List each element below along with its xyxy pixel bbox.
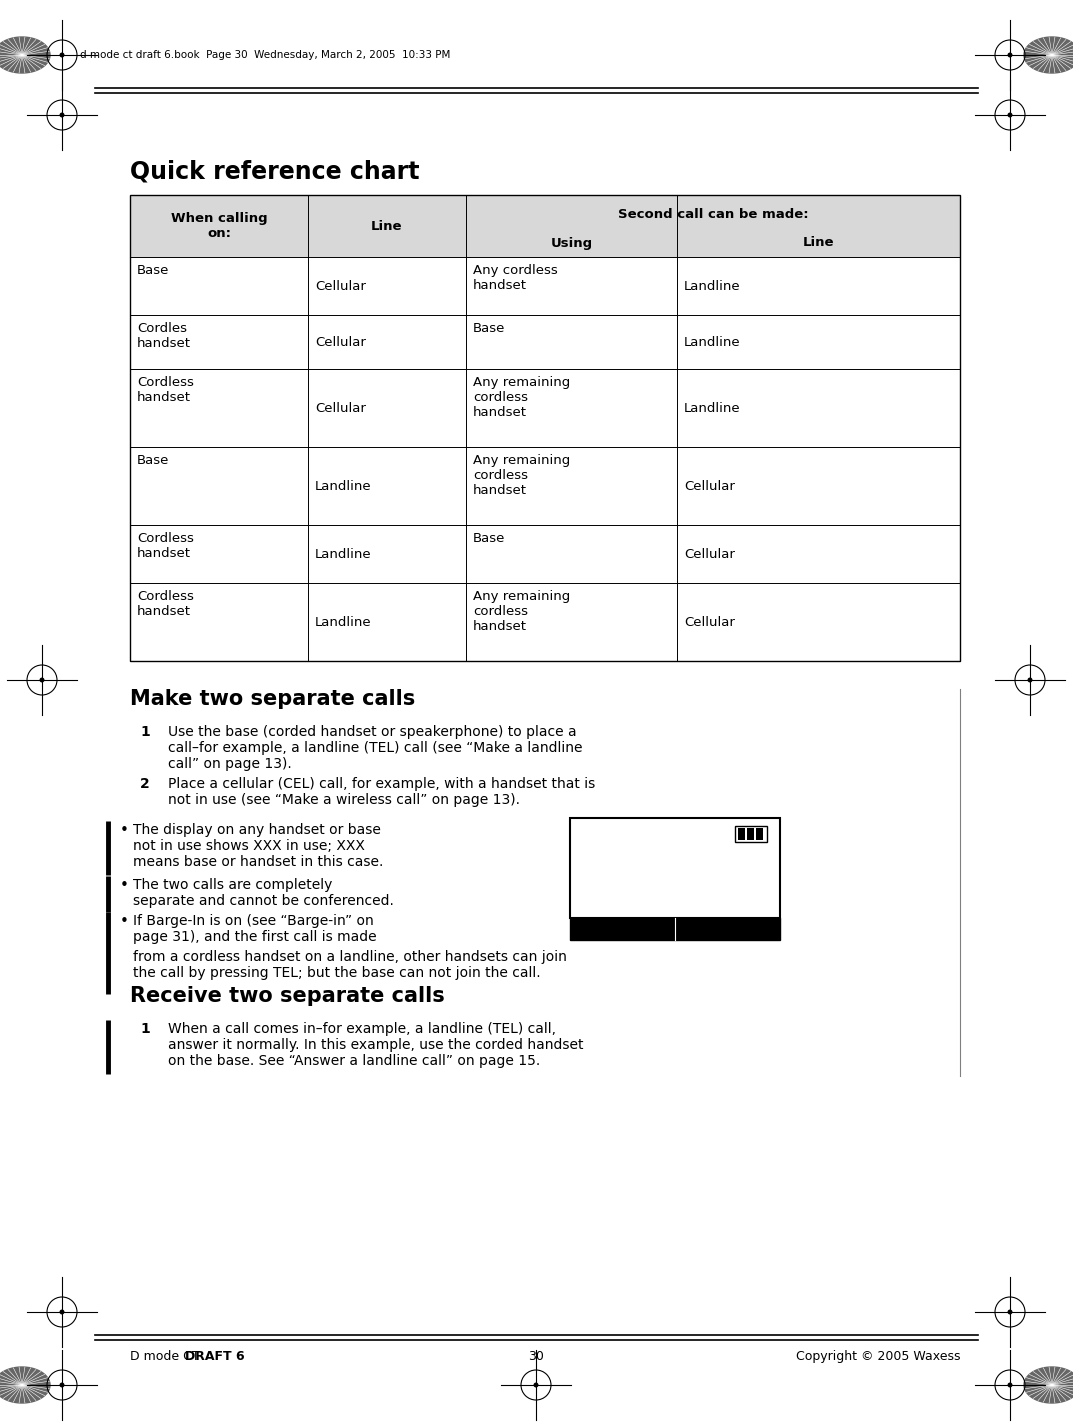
- Text: Make two separate calls: Make two separate calls: [130, 688, 415, 708]
- Text: Landline: Landline: [315, 480, 371, 493]
- Bar: [747, 828, 754, 840]
- Text: 1: 1: [139, 1022, 150, 1035]
- Text: Any remaining
cordless
handset: Any remaining cordless handset: [473, 454, 570, 497]
- Polygon shape: [1024, 1367, 1073, 1402]
- Circle shape: [59, 1382, 64, 1388]
- Text: Copyright © 2005 Waxess: Copyright © 2005 Waxess: [795, 1349, 960, 1362]
- Text: Cellular: Cellular: [684, 615, 735, 628]
- Text: 1: 1: [139, 725, 150, 740]
- Text: Base: Base: [137, 264, 170, 277]
- Text: Cellular: Cellular: [684, 547, 735, 561]
- Bar: [738, 828, 745, 840]
- Text: •: •: [120, 914, 129, 930]
- Text: Line: Line: [803, 237, 834, 250]
- Text: Landline: Landline: [684, 336, 740, 348]
- Bar: [735, 825, 767, 843]
- Circle shape: [1008, 53, 1013, 57]
- Text: •: •: [120, 878, 129, 892]
- Text: The two calls are completely
separate and cannot be conferenced.: The two calls are completely separate an…: [133, 878, 394, 908]
- Text: Landline: Landline: [315, 547, 371, 561]
- Text: Using: Using: [550, 237, 592, 250]
- Circle shape: [59, 113, 64, 117]
- Text: Quick reference chart: Quick reference chart: [130, 160, 420, 184]
- Text: from a cordless handset on a landline, other handsets can join
the call by press: from a cordless handset on a landline, o…: [133, 950, 567, 980]
- Text: 2: 2: [139, 777, 150, 791]
- Bar: [130, 196, 960, 257]
- Text: Base: Base: [137, 454, 170, 467]
- Bar: [570, 818, 780, 918]
- Circle shape: [1008, 1309, 1013, 1315]
- Text: d mode ct draft 6.book  Page 30  Wednesday, March 2, 2005  10:33 PM: d mode ct draft 6.book Page 30 Wednesday…: [80, 50, 451, 60]
- Text: Base: Base: [473, 321, 505, 336]
- Circle shape: [1028, 677, 1032, 683]
- Text: New: 00: New: 00: [580, 853, 630, 865]
- Text: When calling
on:: When calling on:: [171, 211, 267, 240]
- Text: Cellular: Cellular: [684, 480, 735, 493]
- Text: Any cordless
handset: Any cordless handset: [473, 264, 558, 291]
- Bar: [130, 196, 960, 661]
- Text: Cordless
handset: Cordless handset: [137, 590, 194, 618]
- Text: BASE IS IN USE: BASE IS IN USE: [580, 890, 680, 902]
- Text: 30: 30: [528, 1349, 544, 1362]
- Text: Receive two separate calls: Receive two separate calls: [130, 985, 444, 1005]
- Text: Cordless
handset: Cordless handset: [137, 376, 194, 404]
- Text: Landline: Landline: [684, 280, 740, 293]
- Circle shape: [40, 677, 44, 683]
- Text: CEL: CEL: [598, 922, 622, 935]
- Text: Cellular: Cellular: [315, 336, 366, 348]
- Circle shape: [59, 1309, 64, 1315]
- Polygon shape: [0, 1367, 50, 1402]
- Bar: [756, 828, 763, 840]
- Circle shape: [533, 1382, 539, 1388]
- Text: Second call can be made:: Second call can be made:: [618, 208, 808, 221]
- Circle shape: [59, 53, 64, 57]
- Bar: [570, 918, 780, 940]
- Text: D mode CT: D mode CT: [130, 1349, 204, 1362]
- Text: Landline: Landline: [315, 615, 371, 628]
- Polygon shape: [0, 37, 50, 73]
- Text: If Barge-In is on (see “Barge-in” on
page 31), and the first call is made: If Barge-In is on (see “Barge-in” on pag…: [133, 914, 377, 944]
- Text: Total: 00: Total: 00: [580, 870, 644, 883]
- Text: •: •: [120, 823, 129, 838]
- Text: Any remaining
cordless
handset: Any remaining cordless handset: [473, 590, 570, 633]
- Text: The display on any handset or base
not in use shows XXX in use; XXX
means base o: The display on any handset or base not i…: [133, 823, 383, 870]
- Text: Landline: Landline: [684, 401, 740, 414]
- Circle shape: [1008, 113, 1013, 117]
- Text: DRAFT 6: DRAFT 6: [185, 1349, 245, 1362]
- Text: Cordless
handset: Cordless handset: [137, 533, 194, 560]
- Text: Any remaining
cordless
handset: Any remaining cordless handset: [473, 376, 570, 418]
- Text: Use the base (corded handset or speakerphone) to place a
call–for example, a lan: Use the base (corded handset or speakerp…: [168, 725, 583, 771]
- Text: Place a cellular (CEL) call, for example, with a handset that is
not in use (see: Place a cellular (CEL) call, for example…: [168, 777, 596, 807]
- Text: Cellular: Cellular: [315, 280, 366, 293]
- Text: Base: Base: [473, 533, 505, 545]
- Text: Cellular: Cellular: [315, 401, 366, 414]
- Text: 09:00A 01/01: 09:00A 01/01: [580, 834, 665, 847]
- Text: When a call comes in–for example, a landline (TEL) call,
answer it normally. In : When a call comes in–for example, a land…: [168, 1022, 584, 1068]
- Polygon shape: [1024, 37, 1073, 73]
- Text: Cordles
handset: Cordles handset: [137, 321, 191, 350]
- Text: Line: Line: [371, 220, 402, 233]
- Text: TEL: TEL: [727, 922, 752, 935]
- Bar: [130, 196, 960, 661]
- Circle shape: [1008, 1382, 1013, 1388]
